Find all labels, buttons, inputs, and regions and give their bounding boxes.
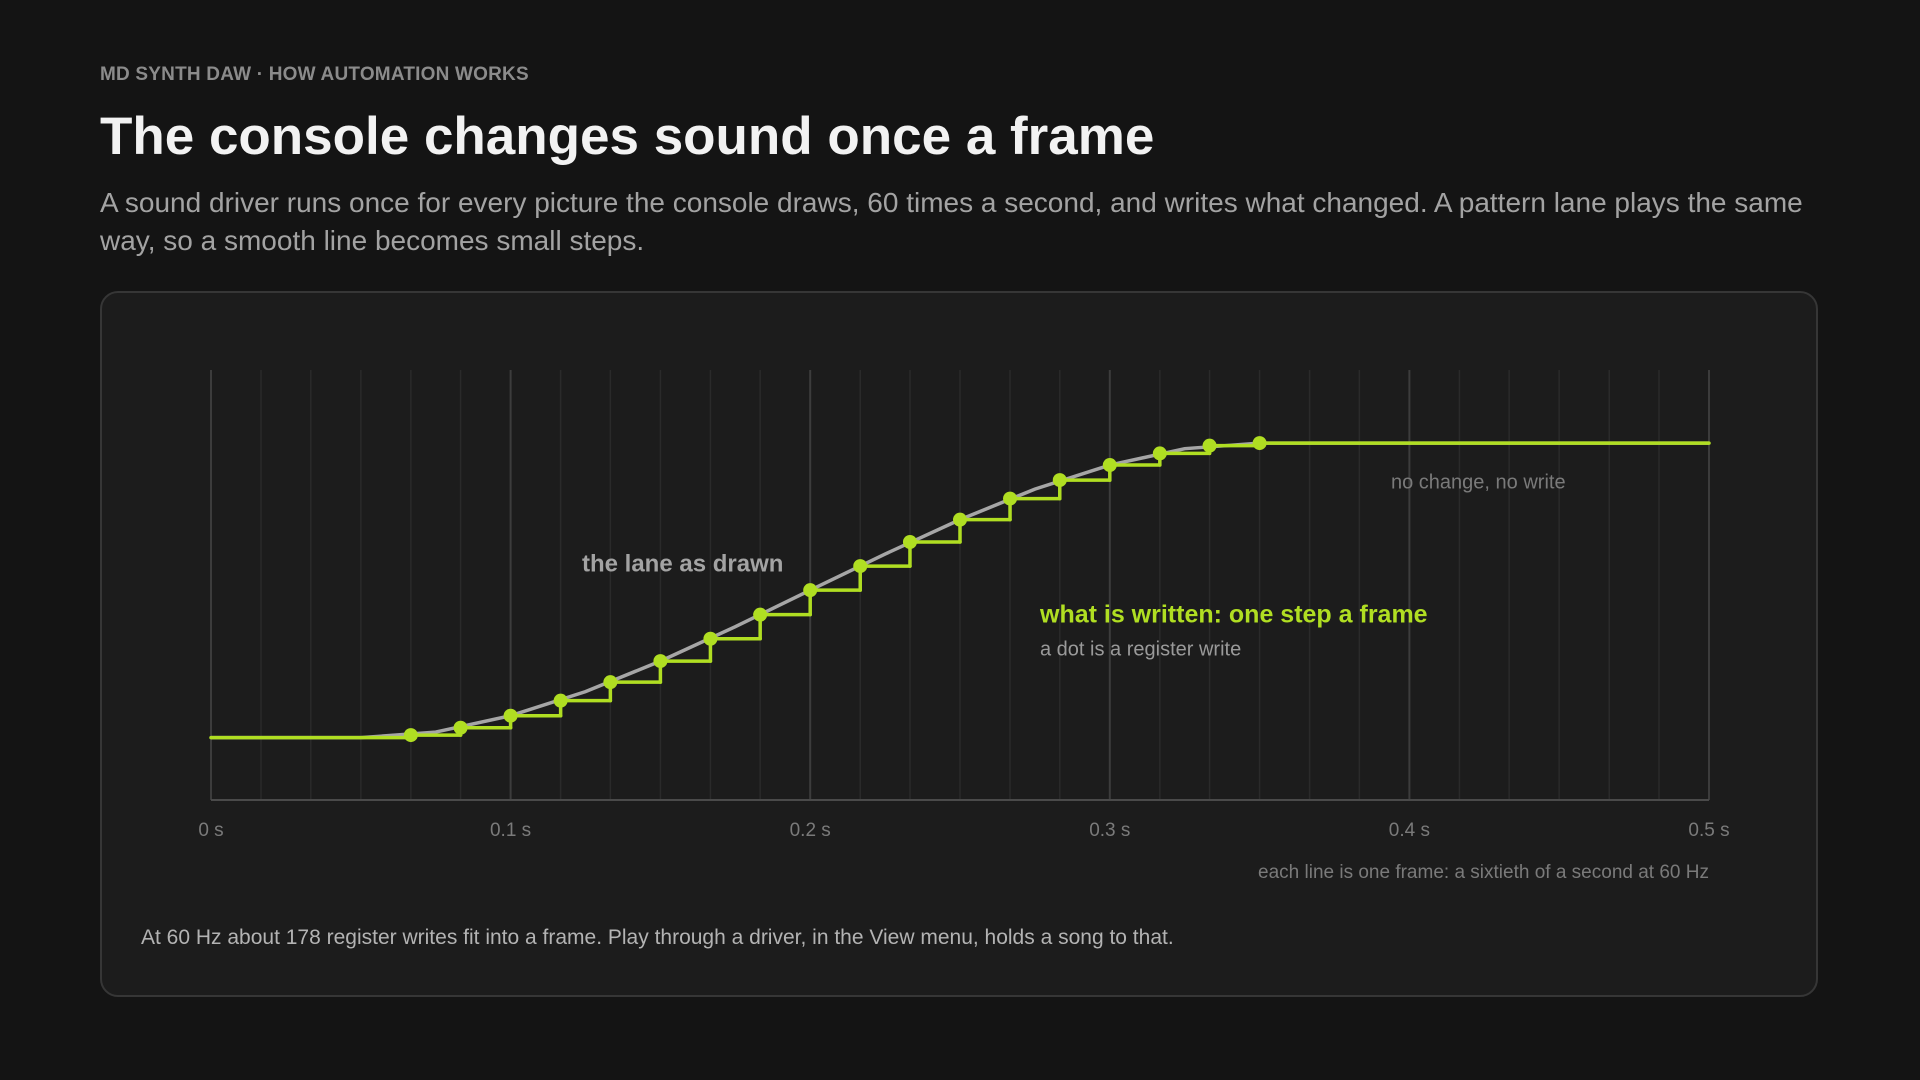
write-dot: [1052, 473, 1067, 488]
write-dot: [453, 720, 468, 735]
chart-card: [100, 291, 1818, 997]
write-dot: [703, 631, 718, 646]
write-dot: [553, 693, 568, 708]
write-dot: [803, 583, 818, 598]
write-dot: [653, 654, 668, 669]
x-tick-label: 0.5 s: [1688, 820, 1729, 841]
annotation: a dot is a register write: [1040, 638, 1241, 660]
write-dot: [1202, 438, 1217, 453]
x-tick-label: 0.2 s: [790, 820, 831, 841]
write-dot: [902, 535, 917, 549]
series-label: the lane as drawn: [582, 550, 783, 577]
page-title: The console changes sound once a frame: [100, 107, 1155, 166]
write-dot: [1152, 446, 1167, 461]
write-dot: [503, 708, 518, 723]
write-dot: [603, 675, 618, 690]
x-tick-label: 0.1 s: [490, 820, 531, 841]
x-tick-label: 0 s: [198, 820, 223, 841]
annotation: no change, no write: [1391, 471, 1566, 493]
write-dot: [953, 512, 967, 527]
eyebrow: MD SYNTH DAW · HOW AUTOMATION WORKS: [100, 64, 529, 85]
x-tick-label: 0.3 s: [1089, 820, 1130, 841]
subtitle: A sound driver runs once for every pictu…: [100, 187, 1803, 256]
write-dot: [1252, 436, 1267, 451]
write-dot: [853, 559, 868, 574]
x-note: each line is one frame: a sixtieth of a …: [1258, 862, 1709, 883]
write-dot: [1102, 458, 1117, 473]
x-tick-label: 0.4 s: [1389, 820, 1430, 841]
footer-note: At 60 Hz about 178 register writes fit i…: [141, 926, 1174, 949]
write-dot: [403, 728, 418, 743]
series-label: what is written: one step a frame: [1039, 601, 1428, 629]
write-dot: [753, 607, 768, 622]
write-dot: [1003, 491, 1018, 506]
